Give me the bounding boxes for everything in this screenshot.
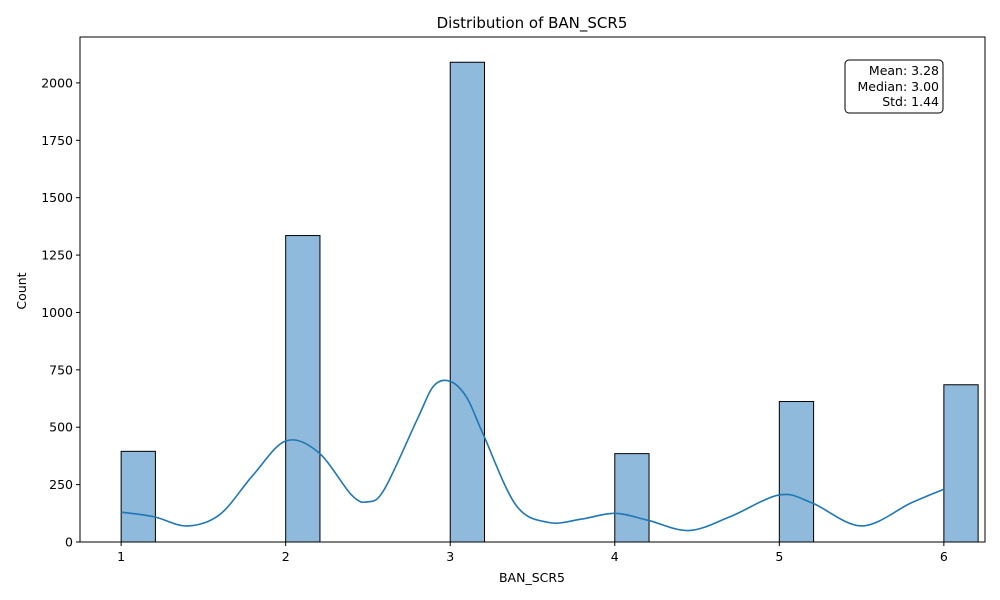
stats-std: Std: 1.44 xyxy=(882,94,939,109)
x-axis-label: BAN_SCR5 xyxy=(499,570,565,585)
y-tick-label-500: 500 xyxy=(49,420,73,435)
histogram-bar-1 xyxy=(120,450,156,543)
histogram-bar-2 xyxy=(285,235,321,543)
y-tick-label-250: 250 xyxy=(49,477,73,492)
x-tick-label-6: 6 xyxy=(940,549,948,564)
x-tick-label-4: 4 xyxy=(611,549,619,564)
stats-box-frame xyxy=(844,59,944,114)
y-tick-label-1250: 1250 xyxy=(41,248,73,263)
x-tick-label-2: 2 xyxy=(282,549,290,564)
y-tick-label-1500: 1500 xyxy=(41,190,73,205)
stats-box: Mean: 3.28 Median: 3.00 Std: 1.44 xyxy=(844,59,944,114)
chart-title: Distribution of BAN_SCR5 xyxy=(437,14,628,33)
y-tick-label-750: 750 xyxy=(49,362,73,377)
axes-frame xyxy=(79,36,986,543)
y-tick-label-1000: 1000 xyxy=(41,305,73,320)
kde-curve xyxy=(121,379,945,532)
x-tick-label-1: 1 xyxy=(117,549,125,564)
stats-mean: Mean: 3.28 xyxy=(869,63,939,78)
y-tick-label-0: 0 xyxy=(65,535,73,550)
y-tick-label-2000: 2000 xyxy=(41,75,73,90)
histogram-bar-6 xyxy=(943,384,979,543)
histogram-bar-3 xyxy=(449,61,486,543)
x-tick-label-5: 5 xyxy=(775,549,783,564)
histogram-bar-5 xyxy=(778,401,815,543)
plot-area: 1 2 3 4 5 6 0 250 500 750 1000 1250 1500 1750 2000 xyxy=(41,36,986,564)
stats-median: Median: 3.00 xyxy=(858,79,940,94)
histogram-bar-4 xyxy=(614,453,650,543)
y-axis-label: Count xyxy=(14,272,29,309)
y-tick-label-1750: 1750 xyxy=(41,133,73,148)
x-tick-label-3: 3 xyxy=(446,549,454,564)
